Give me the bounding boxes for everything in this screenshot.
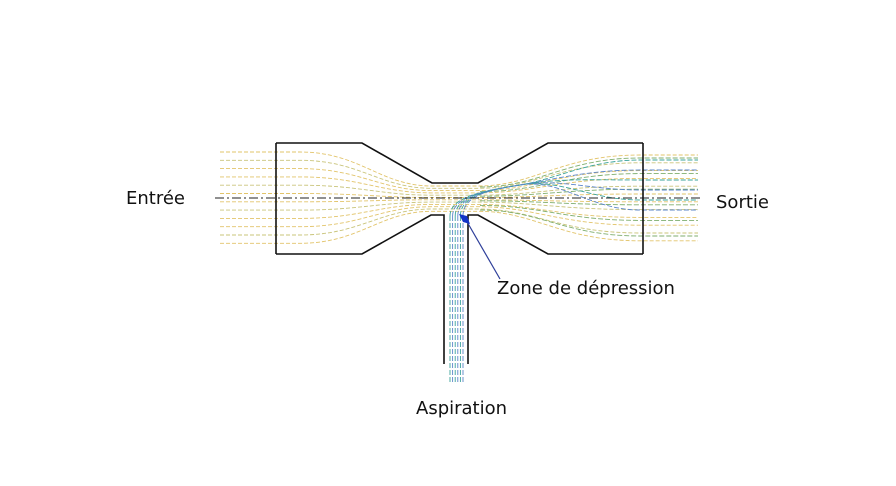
mixed-streamline <box>479 200 698 206</box>
main-streamline <box>220 210 698 244</box>
venturi-upper-wall <box>276 142 643 184</box>
depression-zone-label: Zone de dépression <box>497 278 675 299</box>
depression-pointer-line <box>465 219 501 280</box>
main-streamline <box>220 168 698 192</box>
main-streamline <box>220 199 698 203</box>
aspiration-label: Aspiration <box>416 398 508 419</box>
mixed-streamline <box>479 173 698 193</box>
mixed-streamline <box>479 157 698 188</box>
main-streamline <box>220 201 698 211</box>
main-streamline <box>220 203 698 219</box>
main-streamline <box>220 208 698 236</box>
mixed-streamline <box>479 188 698 197</box>
main-streamline <box>220 159 698 189</box>
main-streamline <box>220 151 698 187</box>
outlet-label: Sortie <box>716 192 769 213</box>
mixed-streamline <box>479 209 698 237</box>
inlet-label: Entrée <box>126 188 185 209</box>
suction-streamlines <box>449 159 698 382</box>
depression-zone-marker <box>459 214 470 224</box>
main-streamline <box>220 193 698 198</box>
main-streamline <box>220 206 698 228</box>
suction-exit-streamline <box>462 183 698 217</box>
venturi-lower-wall <box>276 214 643 364</box>
mixed-streamline <box>479 204 698 221</box>
